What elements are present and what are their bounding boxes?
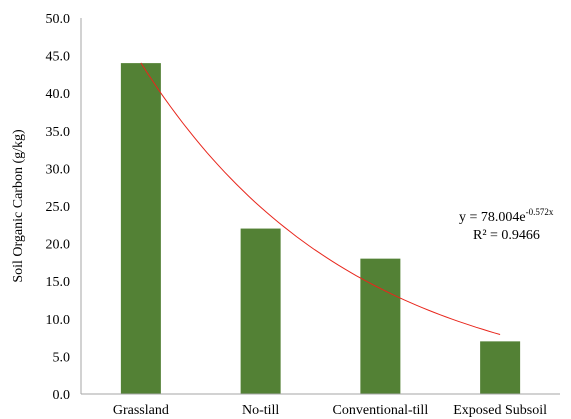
x-category-label: No-till: [242, 403, 279, 418]
y-tick-label: 40.0: [46, 87, 71, 102]
x-axis-labels: Grassland No-till Conventional-till Exposed…: [113, 403, 547, 418]
y-tick-label: 25.0: [46, 200, 71, 215]
y-tick-label: 20.0: [46, 238, 71, 253]
y-tick-label: 10.0: [46, 313, 71, 328]
y-tick-label: 35.0: [46, 125, 71, 140]
x-category-label: Conventional-till: [333, 403, 429, 418]
y-tick-label: 5.0: [53, 350, 71, 365]
y-axis-title: Soil Organic Carbon (g/kg): [11, 129, 26, 283]
y-tick-label: 0.0: [53, 388, 71, 403]
y-tick-label: 15.0: [46, 275, 71, 290]
x-category-label: Exposed Subsoil: [453, 403, 547, 418]
y-tick-label: 50.0: [46, 12, 71, 27]
y-tick-label: 30.0: [46, 162, 71, 177]
x-category-label: Grassland: [113, 403, 169, 418]
bars-group: [120, 63, 521, 395]
bar: [240, 228, 281, 394]
y-tick-label: 45.0: [46, 50, 71, 65]
bar: [120, 63, 161, 395]
trendline-r-squared: R² = 0.9466: [473, 228, 540, 243]
exponential-trendline: [140, 62, 501, 335]
bar: [360, 258, 401, 394]
bar: [480, 341, 521, 394]
y-axis-ticks: 0.0 5.0 10.0 15.0 20.0 25.0 30.0 35.0 40.0 45.0 50…: [46, 12, 71, 403]
trendline-equation: y = 78.004e-0.572x: [459, 207, 554, 225]
trendline-equation-base: y = 78.004e: [459, 210, 526, 225]
trendline-equation-exponent: -0.572x: [526, 207, 554, 217]
